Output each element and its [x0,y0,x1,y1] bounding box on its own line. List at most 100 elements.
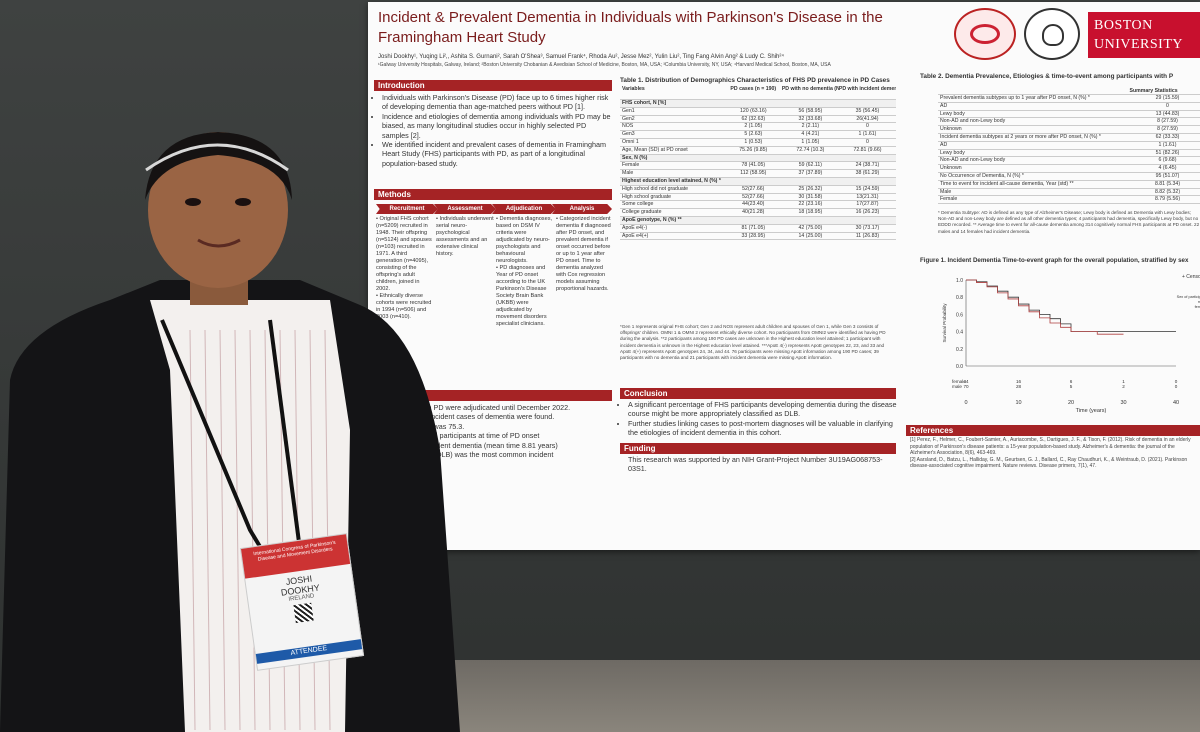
table2-row: Lewy body 51 (82.26) [938,150,1200,158]
y-axis-label: Survival Probability [942,303,947,343]
risk-female-value: 44 [963,379,969,384]
methods-steps: Recruitment Assessment Adjudication Anal… [376,204,612,214]
table1-header-row: Variables PD cases (n = 190) PD with no … [620,86,896,100]
funding-text: This research was supported by an NIH Gr… [628,455,883,474]
table1-row: Sex, N (%) [620,154,896,163]
intro-bullet: Incidence and etiologies of dementia amo… [382,112,614,140]
table1-row: Some college 44(23.40) 22 (23.16) 17(27.87) [620,201,896,210]
risk-male-value: 0 [1175,384,1178,389]
risk-female-value: 1 [1122,379,1125,384]
table1-row: NOS 2 (1.05) 2 (2.11) 0 [620,123,896,132]
step-assessment: Assessment [434,204,496,214]
research-poster: Incident & Prevalent Dementia in Individ… [368,2,1200,550]
table1-row: High school did not graduate 52(27.66) 25 … [620,186,896,194]
legend-title: Sex of participant [1177,295,1200,299]
badge-qr-code [293,602,314,624]
step-recruitment: Recruitment [376,204,438,214]
x-tick-label: 20 [1068,400,1074,406]
table1-row: High school graduate 52(27.66) 30 (31.58) 1… [620,194,896,202]
methods-recruitment-text: • Original FHS cohort (n=5209) recruited… [376,216,432,320]
table1-row: Male 112 (58.95) 37 (37.89) 38 (61.29) [620,170,896,178]
table2-row: Non-AD and non-Lewy body 6 (9.68) [938,157,1200,166]
y-tick-label: 0.0 [956,364,963,370]
x-axis-label: Time (years) [1076,408,1107,414]
table1-row: ApoE e4(+) 33 (28.95) 14 (25.00) 11 (26.83) [620,233,896,241]
table1-row: Gen2 62 (32.63) 32 (33.68) 26(41.94) [620,116,896,124]
legend-item: male [1198,300,1200,304]
headband [145,143,289,172]
poster-authors: Joshi Dookhy¹, Yuqing Li²,, Ashita S. Gu… [378,54,784,60]
risk-label-female: female [952,379,966,384]
table2-row: Unknown 8 (27.59) [938,126,1200,134]
risk-male-value: 70 [963,384,969,389]
name-badge: International Congress of Parkinson's Di… [239,533,365,671]
boston-university-logo: BOSTON UNIVERSITY [1088,12,1200,58]
references-header: References [906,425,1200,436]
logos: BOSTON UNIVERSITY [952,6,1200,62]
table2-footnotes: * Dementia Subtype: AD is defined as any… [938,210,1200,234]
table1-row: Highest education level attained, N (%) … [620,177,896,186]
presenter-person [0,132,460,732]
risk-male-value: 5 [1070,384,1073,389]
face [148,132,288,288]
table2-row: Male 8.82 (5.32) [938,189,1200,197]
survival-line-female [966,279,1124,335]
table1-row: College graduate 40(21.28) 18 (18.95) 16 (2… [620,209,896,217]
poster-title: Incident & Prevalent Dementia in Individ… [378,9,883,46]
table2-row: AD 1 (1.61) [938,142,1200,150]
table1-footnotes: *Gen 1 represents original FHS cohort; G… [620,324,886,361]
x-tick-label: 30 [1120,400,1126,406]
methods-assessment-text: • Individuals underwent serial neuro-psy… [436,216,494,257]
right-eye [235,198,251,206]
conclusion-header: Conclusion [620,388,896,399]
risk-male-value: 2 [1122,384,1125,389]
table1-row: FHS cohort, N [%] [620,100,896,108]
y-tick-label: 0.6 [956,312,963,318]
legend-item: female [1195,305,1200,309]
table1-row: Female 78 (41.05) 59 (62.11) 24 (38.71) [620,162,896,171]
brain-aging-program-logo [1024,8,1080,60]
methods-adjudication-text: • Dementia diagnoses, based on DSM IV cr… [496,216,553,327]
table2-row: AD 0 [938,103,1200,111]
x-tick-label: 40 [1173,400,1179,406]
table2-header-row: Summary Statistics [938,88,1200,95]
risk-female-value: 0 [1175,379,1178,384]
risk-male-value: 28 [1016,384,1022,389]
hair [145,132,292,200]
framingham-heart-study-logo [954,8,1016,60]
references-text: [1] Perez, F., Helmer, C., Foubert-Samie… [910,437,1191,470]
legend-censored: + Censored [1182,274,1200,280]
left-eye [185,198,201,206]
table1-row: ApoE e4(-) 81 (71.05) 42 (75.00) 30 (73.17) [620,225,896,233]
table2-row: Non-AD and non-Lewy body 8 (27.59) [938,118,1200,127]
survival-chart: 0.0 0.2 0.4 0.6 0.8 1.0 0 10 20 30 40 Survival Prob… [938,272,1200,422]
y-tick-label: 0.8 [956,295,963,301]
table1-row: ApoE genotype, N (%) ** [620,216,896,225]
risk-label-male: male [952,384,962,389]
table1: Variables PD cases (n = 190) PD with no … [620,86,896,241]
table2-row: Lewy body 13 (44.83) [938,111,1200,119]
poster-affiliations: ¹Galway University Hospitals, Galway, Ir… [378,62,831,68]
methods-header: Methods [374,189,612,200]
funding-header: Funding [620,443,896,454]
step-analysis: Analysis [552,204,612,214]
risk-female-value: 16 [1016,379,1022,384]
table1-row: Gen1 120 (63.16) 56 (58.95) 35 (56.45) [620,108,896,116]
y-tick-label: 0.4 [956,330,963,336]
y-tick-label: 0.2 [956,347,963,353]
table2-row: Incident dementia subtypes at 2 years or… [938,134,1200,142]
table1-row: Age, Mean (SD) at PD onset 75.26 (9.85) 72… [620,147,896,155]
table2-row: Time to event for incident all-cause dem… [938,181,1200,189]
table2-row: Unknown 4 (6.45) [938,165,1200,173]
risk-female-value: 6 [1070,379,1073,384]
table2-row: Prevalent dementia subtypes up to 1 year… [938,95,1200,103]
table2-title: Table 2. Dementia Prevalence, Etiologies… [920,73,1174,80]
figure1-title: Figure 1. Incident Dementia Time-to-even… [920,257,1189,264]
x-tick-label: 0 [964,400,967,406]
y-tick-label: 1.0 [956,278,963,284]
floor [400,660,1200,732]
smile [197,238,241,248]
table2-row: No Occurrence of Dementia, N (%) * 95 (51… [938,173,1200,181]
intro-bullet: Individuals with Parkinson's Disease (PD… [382,93,614,112]
